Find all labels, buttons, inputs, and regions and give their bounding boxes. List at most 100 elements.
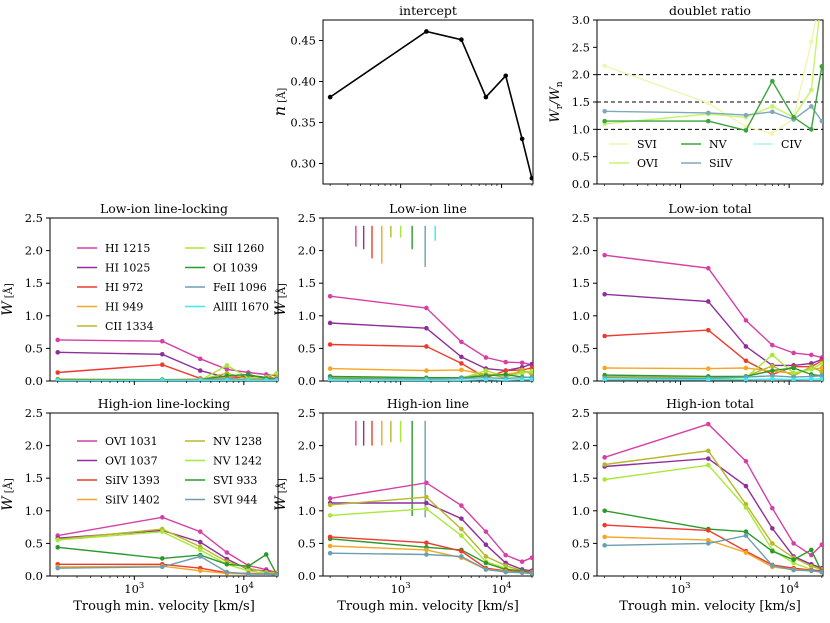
- data-point: [743, 483, 749, 489]
- data-point: [224, 569, 230, 575]
- series-line: [330, 378, 532, 381]
- data-point: [263, 552, 269, 557]
- legend-label: OI 1039: [213, 262, 258, 275]
- data-point: [197, 356, 203, 362]
- data-point: [519, 559, 525, 564]
- legend-label: HI 972: [105, 281, 143, 294]
- y-tick-label: 2.5: [25, 211, 43, 225]
- y-tick-label: 2.5: [298, 406, 316, 420]
- panel-title: High-ion line: [387, 396, 469, 411]
- data-point: [809, 361, 814, 366]
- y-tick-label: 1.0: [572, 122, 590, 136]
- data-point: [459, 361, 464, 366]
- y-tick-label: 1.5: [572, 471, 590, 485]
- y-tick-label: 0.5: [572, 536, 590, 550]
- y-tick-label: 2.5: [572, 406, 590, 420]
- x-tick-label: 104: [779, 581, 799, 596]
- legend-label: AlIII 1670: [212, 301, 269, 314]
- data-point: [743, 458, 749, 464]
- legend-label: HI 1215: [105, 242, 150, 255]
- data-point: [809, 563, 814, 569]
- y-tick-label: 0.35: [290, 116, 316, 130]
- data-point: [705, 377, 711, 381]
- panel-title: intercept: [399, 3, 457, 18]
- data-point: [159, 362, 165, 368]
- data-point: [770, 131, 775, 137]
- legend-label: SiIV: [709, 157, 733, 170]
- data-point: [770, 526, 775, 531]
- data-point: [55, 537, 61, 543]
- data-point: [224, 373, 230, 379]
- y-axis-label: W [Å]: [273, 283, 289, 316]
- data-point: [55, 370, 61, 375]
- data-point: [327, 94, 333, 100]
- series-line: [604, 20, 820, 125]
- data-point: [459, 548, 464, 554]
- panel-title: Low-ion total: [668, 201, 751, 216]
- data-point: [224, 561, 230, 567]
- data-point: [197, 547, 203, 553]
- data-point: [327, 320, 333, 326]
- series-line: [330, 322, 533, 372]
- data-point: [197, 368, 203, 373]
- data-point: [602, 462, 607, 467]
- data-point: [503, 569, 509, 575]
- legend-label: SVI 944: [213, 494, 257, 507]
- y-tick-label: 0.5: [298, 536, 316, 550]
- panel-title: Low-ion line-locking: [100, 201, 228, 216]
- data-point: [602, 455, 607, 460]
- series-line: [604, 378, 822, 381]
- data-point: [459, 554, 464, 559]
- y-tick-label: 1.0: [25, 309, 43, 323]
- y-tick-label: 2.0: [25, 439, 43, 453]
- data-point: [770, 78, 775, 84]
- axes-frame: [596, 217, 824, 382]
- data-point: [791, 560, 796, 566]
- data-point: [819, 64, 823, 69]
- data-point: [809, 568, 814, 574]
- data-point: [483, 377, 489, 381]
- data-point: [602, 522, 607, 528]
- y-tick-label: 1.5: [298, 471, 316, 485]
- data-point: [246, 571, 251, 576]
- data-point: [327, 342, 333, 347]
- panel-intercept: intercept 0.30 0.35 0.40 0.45 n [Å]: [270, 3, 534, 188]
- data-point: [705, 456, 711, 461]
- data-point: [770, 104, 775, 109]
- legend-label: OVI 1037: [105, 455, 158, 468]
- data-point: [770, 541, 775, 546]
- data-point: [529, 555, 533, 561]
- y-tick-label: 2.5: [572, 211, 590, 225]
- data-point: [197, 539, 203, 545]
- y-tick-label: 0.0: [572, 374, 590, 388]
- data-point: [424, 305, 429, 311]
- panel-high-line: High-ion line 0.0 0.5 1.0 1.5 2.0 2.5 103 104 Tro…: [273, 396, 534, 614]
- y-tick-label: 0.5: [572, 341, 590, 355]
- data-point: [819, 118, 823, 124]
- data-point: [483, 567, 489, 572]
- data-point: [743, 128, 749, 133]
- data-point: [819, 365, 823, 371]
- legend-label: SiIV 1402: [105, 494, 160, 507]
- data-point: [770, 376, 775, 381]
- data-point: [459, 378, 464, 381]
- data-point: [424, 368, 429, 373]
- data-point: [55, 378, 61, 381]
- y-axis-label: W [Å]: [273, 478, 289, 511]
- y-tick-label: 1.5: [25, 276, 43, 290]
- series-group: [55, 337, 278, 381]
- data-point: [519, 377, 525, 381]
- legend-label: SiIV 1393: [105, 474, 160, 487]
- data-point: [705, 110, 711, 116]
- data-point: [791, 370, 796, 376]
- data-point: [263, 571, 269, 576]
- data-point: [483, 355, 489, 360]
- data-point: [809, 39, 814, 45]
- y-tick-label: 0.0: [298, 374, 316, 388]
- data-point: [743, 344, 749, 349]
- data-point: [705, 100, 711, 106]
- y-tick-label: 1.5: [572, 95, 590, 109]
- y-tick-label: 0.5: [572, 150, 590, 164]
- data-point: [743, 358, 749, 364]
- data-point: [274, 572, 278, 576]
